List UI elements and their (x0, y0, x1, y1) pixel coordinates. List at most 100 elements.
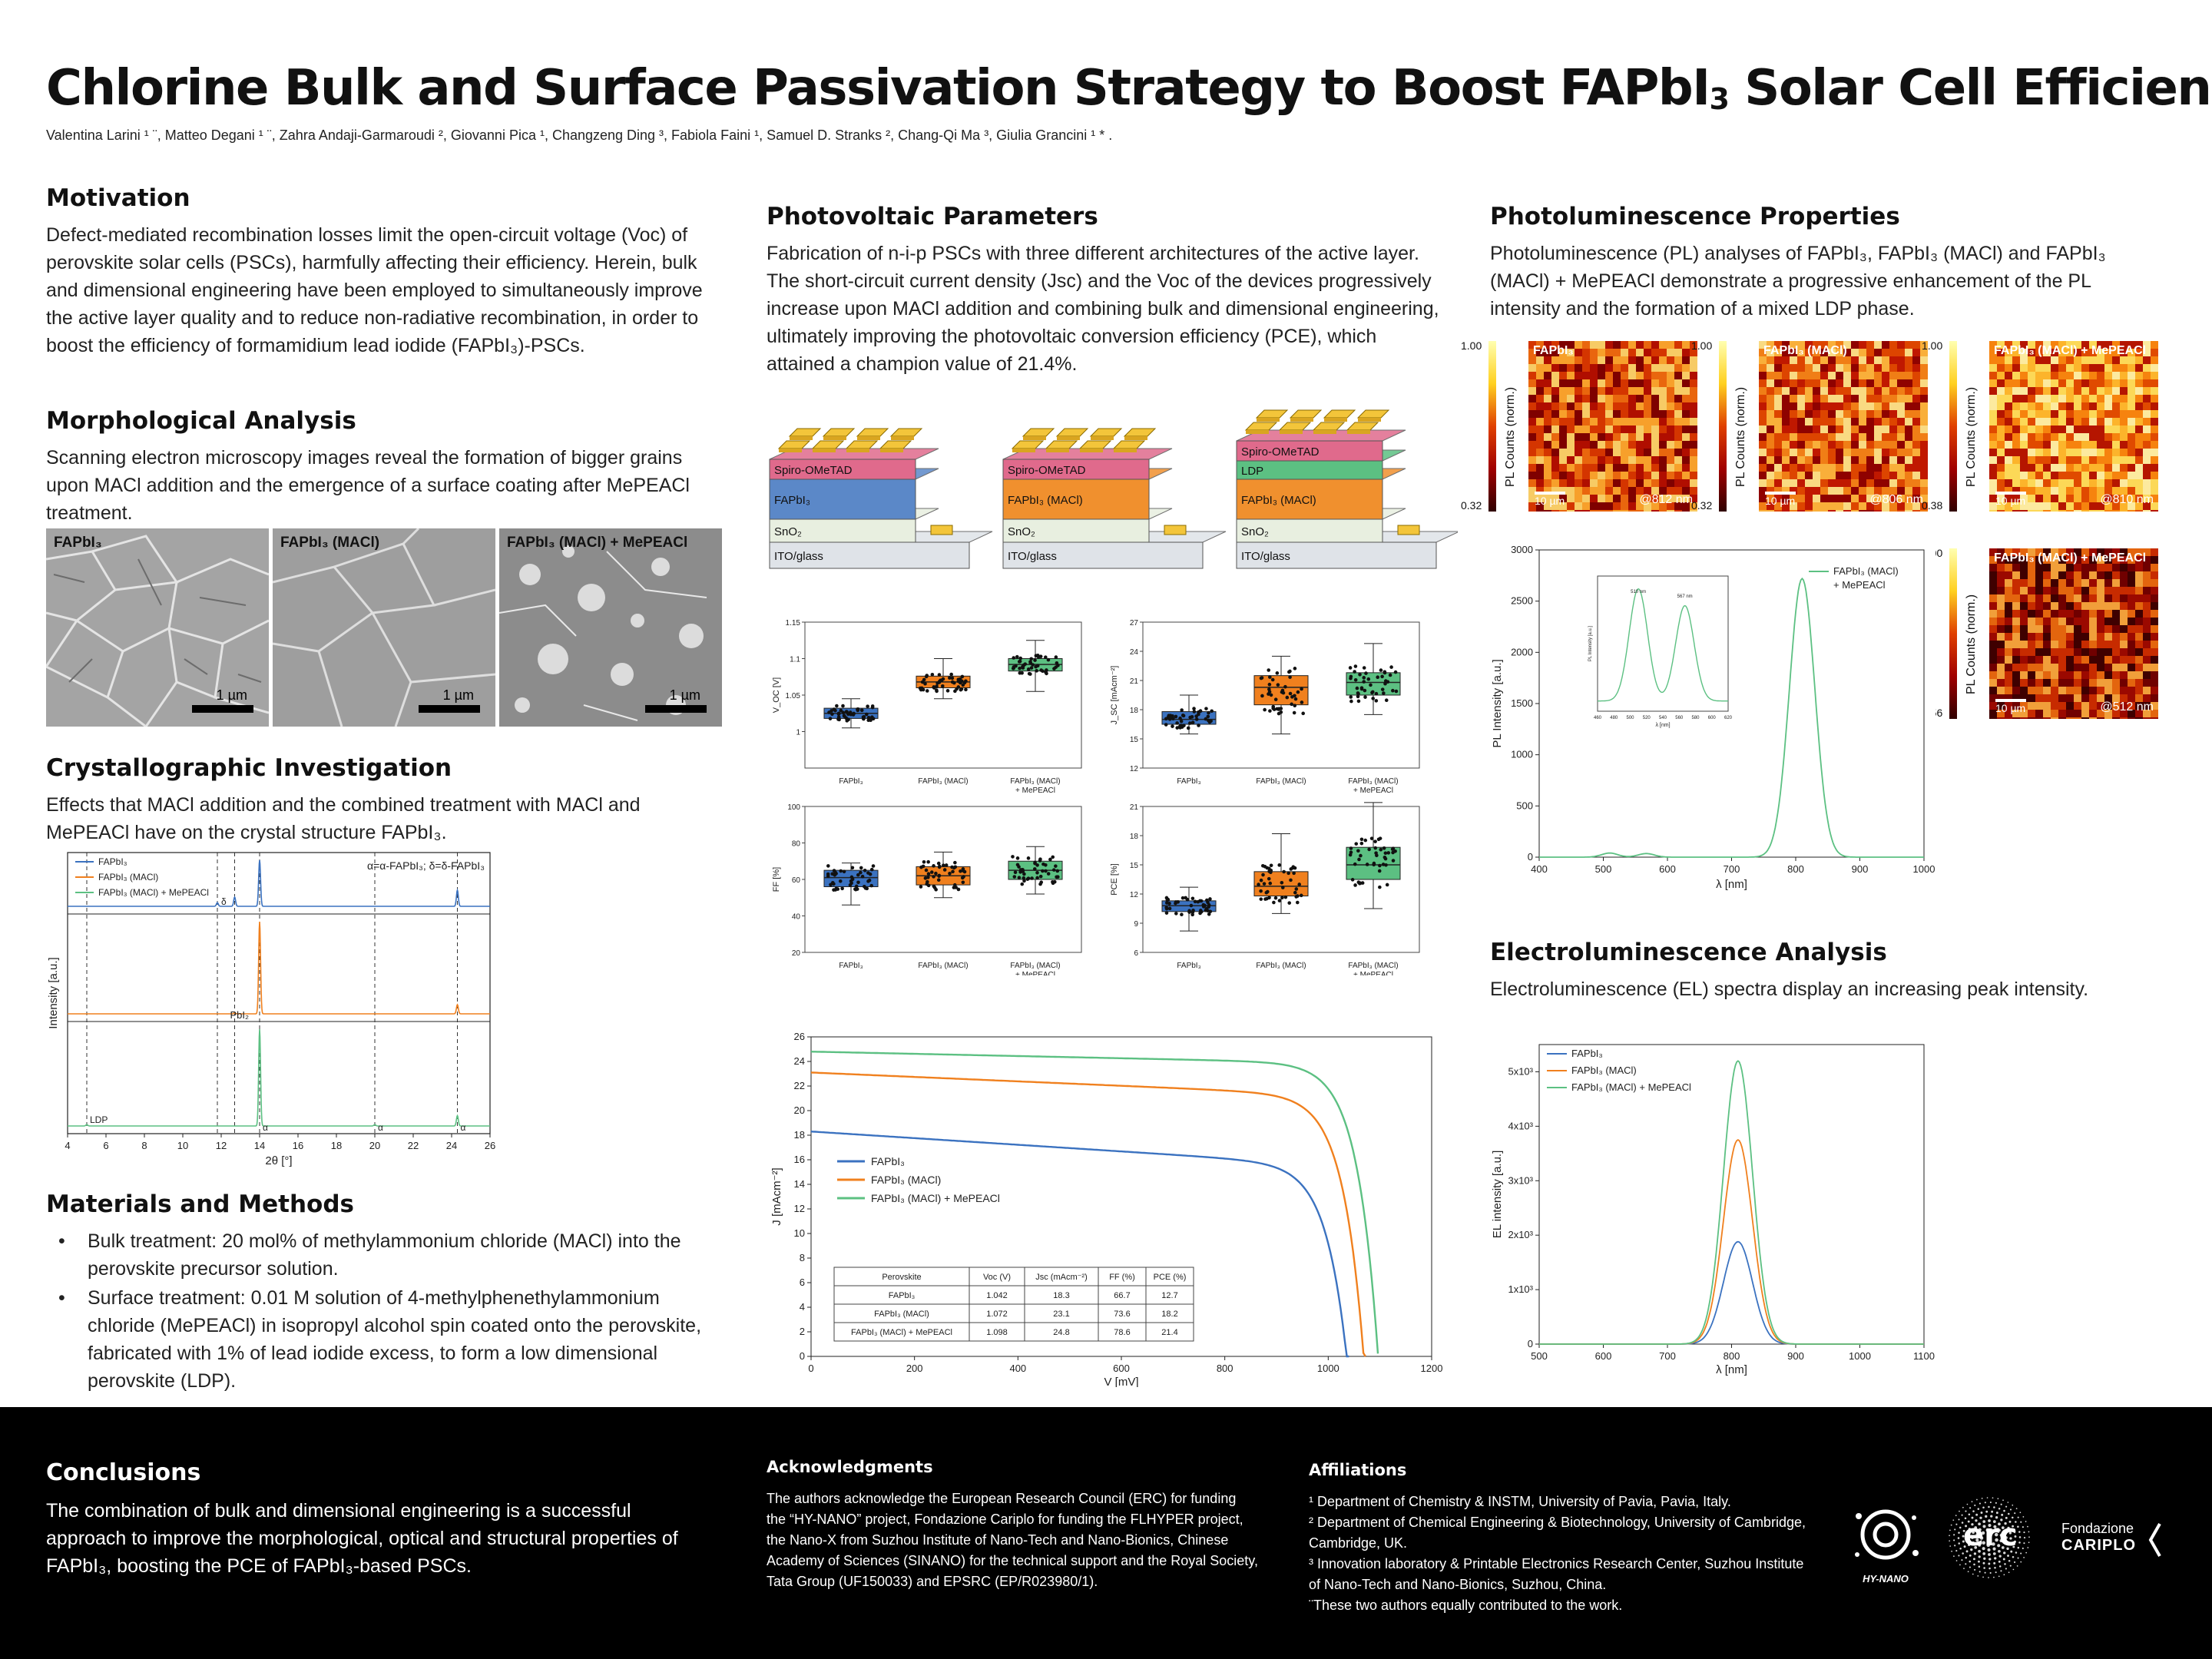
gold-electrode-side (1023, 436, 1046, 440)
pl-map-pixel (1682, 472, 1690, 479)
pl-map-pixel (2104, 487, 2112, 495)
pl-map-pixel (1912, 456, 1920, 464)
pl-map-pixel (2043, 548, 2051, 556)
pl-map-pixel (2120, 410, 2128, 418)
pl-map-pixel (1843, 433, 1851, 441)
pl-map-pixel (2058, 710, 2066, 717)
pl-map: FAPbI₃ @812 nm 10 µm (1528, 341, 1697, 512)
erc-dot (1980, 1512, 1983, 1514)
erc-dot (1959, 1526, 1962, 1529)
box-point (949, 672, 953, 677)
pl-map-pixel (1636, 456, 1644, 464)
pl-map-label: FAPbI₃ (MACl) + MePEACl (1994, 344, 2147, 357)
el-tick-label: 700 (1659, 1350, 1676, 1362)
pl-map-pixel (1813, 364, 1820, 372)
box-point (951, 869, 955, 874)
pl-map-pixel (2074, 441, 2081, 449)
box-point (926, 883, 931, 888)
pl-map-pixel (2120, 587, 2128, 594)
pl-map-pixel (2151, 441, 2158, 449)
el-tick-label: 1100 (1913, 1350, 1935, 1362)
erc-dot (1970, 1548, 1973, 1551)
pl-map-pixel (1774, 449, 1782, 456)
pl-map-pixel (2058, 441, 2066, 449)
jv-legend-label: FAPbI₃ (MACl) (871, 1174, 941, 1186)
pl-map-pixel (1828, 449, 1836, 456)
pl-map-pixel (2012, 426, 2020, 433)
pl-map-pixel (2035, 464, 2043, 472)
box-point (1193, 899, 1197, 904)
erc-dot (1953, 1539, 1955, 1541)
box-point (1035, 876, 1039, 880)
pl-map-pixel (2081, 702, 2089, 710)
pl-map-pixel (1843, 441, 1851, 449)
pl-map-pixel (1859, 387, 1866, 395)
pl-map-pixel (1567, 502, 1575, 510)
gold-electrode (811, 440, 845, 449)
pl-map-pixel (2143, 694, 2151, 702)
el-text: Electroluminescence (EL) spectra display… (1490, 979, 2089, 1000)
pl-map-pixel (2112, 656, 2120, 664)
pl-map-pixel (1843, 487, 1851, 495)
pl-map-pixel (1866, 479, 1874, 487)
pl-map-pixel (1920, 495, 1928, 502)
box-point (1277, 863, 1282, 867)
pl-map-pixel (1790, 441, 1797, 449)
pl-map-pixel (1590, 502, 1598, 510)
pl-map-pixel (2097, 379, 2104, 387)
pl-map-pixel (1836, 387, 1843, 395)
pl-map-pixel (2020, 571, 2028, 579)
pl-map-pixel (2020, 502, 2028, 510)
pl-map-pixel (1836, 441, 1843, 449)
pl-map-pixel (1544, 387, 1551, 395)
pl-map-pixel (2143, 395, 2151, 402)
pl-map-pixel (1551, 410, 1559, 418)
pl-map-pixel (1667, 487, 1674, 495)
pl-map-pixel (1797, 402, 1805, 410)
pl-map-pixel (1682, 433, 1690, 441)
pl-map-pixel (1528, 464, 1536, 472)
pl-map-pixel (2135, 687, 2143, 694)
pl-map-pixel (2043, 571, 2051, 579)
box-tick-label: 21 (1130, 677, 1139, 686)
pl-map-pixel (2143, 679, 2151, 687)
pl-map-pixel (2104, 356, 2112, 364)
pl-map-pixel (1575, 433, 1582, 441)
pl-map-pixel (1651, 487, 1659, 495)
pl-map-pixel (1667, 426, 1674, 433)
pl-map-pixel (1536, 356, 1544, 364)
pl-map-pixel (1644, 502, 1651, 510)
pl-map-pixel (2097, 633, 2104, 641)
pl-map-pixel (1590, 356, 1598, 364)
pl-inset-tick-label: 480 (1610, 716, 1618, 720)
pl-map-pixel (2028, 510, 2035, 512)
pl-map-pixel (2066, 610, 2074, 618)
pl-map-pixel (1790, 479, 1797, 487)
pl-map-pixel (1628, 487, 1636, 495)
box-category-label: FAPbI₃ (839, 777, 863, 786)
pl-map-pixel (1797, 426, 1805, 433)
erc-dot (2012, 1545, 2015, 1548)
crystal-heading: Crystallographic Investigation (46, 754, 452, 782)
pl-map-pixel (1851, 472, 1859, 479)
pl-map-pixel (1859, 372, 1866, 379)
pl-map-pixel (2051, 656, 2058, 664)
pl-map-pixel (1651, 387, 1659, 395)
pl-map-pixel (2112, 548, 2120, 556)
box-point (841, 704, 845, 708)
pl-map-pixel (1905, 441, 1912, 449)
pl-map-pixel (2005, 433, 2012, 441)
affiliation-line: ² Department of Chemical Engineering & B… (1309, 1515, 1806, 1551)
pl-map-pixel (1767, 402, 1774, 410)
pl-map-pixel (2081, 456, 2089, 464)
pl-map-pixel (1820, 441, 1828, 449)
scale-bar-label: 1 µm (442, 687, 474, 703)
pl-map-pixel (1559, 502, 1567, 510)
pl-map-pixel (2128, 349, 2135, 356)
pl-map-pixel (1905, 510, 1912, 512)
pl-map-pixel (1567, 464, 1575, 472)
pl-map-pixel (2104, 556, 2112, 564)
pl-map-pixel (1889, 456, 1897, 464)
gold-electrode-side (1057, 436, 1080, 440)
pl-map-pixel (2120, 387, 2128, 395)
